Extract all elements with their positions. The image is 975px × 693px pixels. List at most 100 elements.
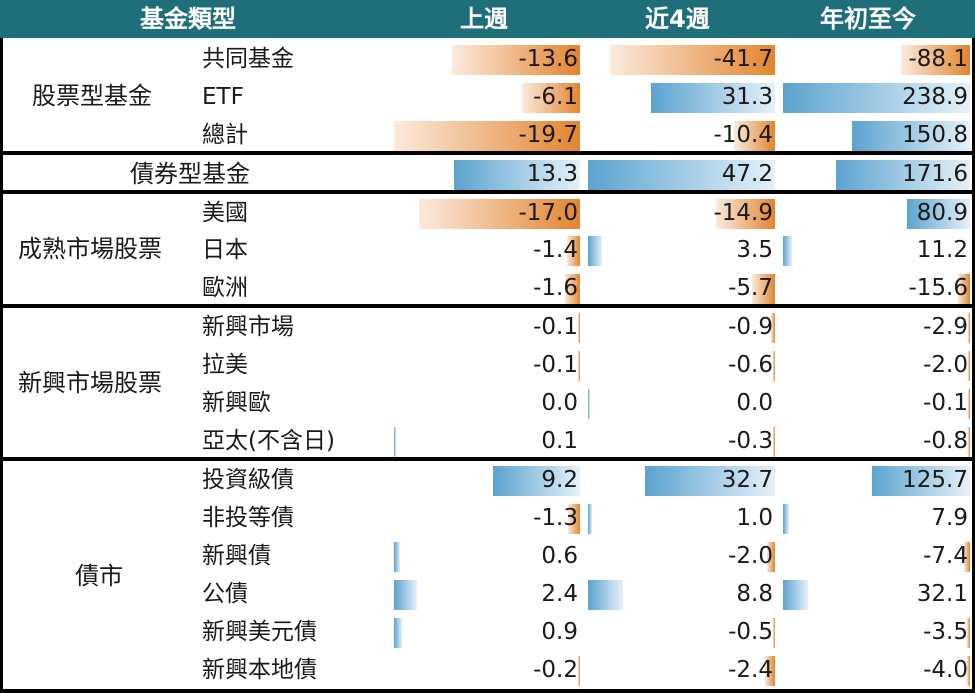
- data-value: 80.9: [916, 200, 968, 226]
- data-value: -0.1: [923, 390, 968, 416]
- data-value: 2.4: [541, 581, 578, 607]
- data-bar: [566, 236, 580, 266]
- row-label: 非投等債: [202, 505, 294, 531]
- data-value: -88.1: [908, 46, 968, 72]
- data-value: 13.3: [526, 161, 578, 187]
- data-bar: [851, 121, 970, 151]
- data-value: -0.9: [728, 314, 773, 340]
- data-bar: [578, 351, 580, 381]
- data-bar: [419, 199, 580, 229]
- data-bar: [783, 580, 809, 610]
- data-bar: [967, 313, 970, 343]
- category-label: 債券型基金: [130, 160, 250, 188]
- data-bar: [765, 656, 775, 686]
- data-value: 32.1: [916, 581, 968, 607]
- data-value: -0.3: [728, 428, 773, 454]
- data-value: 150.8: [902, 122, 968, 148]
- data-bar: [454, 160, 580, 190]
- header-fund-type: 基金類型: [140, 5, 236, 33]
- header-last-week: 上週: [460, 5, 508, 33]
- row-label: 拉美: [202, 352, 248, 378]
- data-bar: [771, 313, 775, 343]
- data-bar: [968, 427, 970, 457]
- table-header: [0, 0, 975, 38]
- row-label: ETF: [202, 84, 244, 110]
- data-bar: [967, 618, 970, 648]
- data-bar: [522, 83, 580, 113]
- data-bar: [588, 236, 602, 266]
- group-separator: [0, 190, 975, 194]
- data-bar: [578, 313, 580, 343]
- table-bottom-border: [0, 689, 975, 693]
- row-label: 歐洲: [202, 275, 248, 301]
- data-bar: [773, 618, 775, 648]
- data-bar: [564, 274, 580, 304]
- data-value: -0.1: [533, 352, 578, 378]
- data-bar: [835, 160, 970, 190]
- row-label: 日本: [202, 237, 248, 263]
- data-bar: [964, 542, 970, 572]
- data-value: -1.6: [533, 275, 578, 301]
- row-label: 共同基金: [202, 46, 294, 72]
- data-value: -41.7: [713, 46, 773, 72]
- row-label: 新興債: [202, 543, 271, 569]
- data-bar: [645, 466, 775, 496]
- data-bar: [772, 351, 775, 381]
- header-last-4-weeks: 近4週: [645, 5, 710, 33]
- category-label: 債市: [75, 562, 123, 590]
- data-value: 11.2: [916, 237, 968, 263]
- data-value: 238.9: [902, 84, 968, 110]
- row-label: 總計: [202, 122, 248, 148]
- data-value: -15.6: [908, 275, 968, 301]
- data-bar: [588, 504, 592, 534]
- row-label: 亞太(不含日): [202, 428, 335, 454]
- data-value: 0.1: [541, 428, 578, 454]
- data-bar: [609, 45, 775, 75]
- data-value: -0.2: [533, 657, 578, 683]
- data-value: -2.0: [923, 352, 968, 378]
- data-bar: [901, 45, 970, 75]
- data-value: -2.9: [923, 314, 968, 340]
- data-value: 171.6: [902, 161, 968, 187]
- data-value: -0.5: [728, 619, 773, 645]
- category-label: 新興市場股票: [18, 368, 162, 397]
- data-value: 7.9: [931, 505, 968, 531]
- data-bar: [578, 656, 580, 686]
- group-separator: [0, 304, 975, 308]
- data-bar: [752, 274, 775, 304]
- data-bar: [906, 199, 970, 229]
- data-bar: [968, 389, 970, 419]
- data-value: 8.8: [736, 581, 773, 607]
- data-value: 31.3: [721, 84, 773, 110]
- data-value: 0.0: [736, 390, 773, 416]
- row-label: 新興本地債: [202, 657, 317, 683]
- row-label: 新興市場: [202, 314, 294, 340]
- data-value: -1.3: [533, 505, 578, 531]
- data-bar: [783, 236, 792, 266]
- data-bar: [966, 656, 970, 686]
- data-value: -13.6: [518, 46, 578, 72]
- data-bar: [493, 466, 580, 496]
- row-label: 美國: [202, 200, 248, 226]
- data-value: -5.7: [728, 275, 773, 301]
- data-bar: [588, 580, 623, 610]
- data-value: 125.7: [902, 467, 968, 493]
- data-bar: [767, 542, 775, 572]
- data-value: -10.4: [713, 122, 773, 148]
- data-value: 47.2: [721, 161, 773, 187]
- data-value: -17.0: [518, 200, 578, 226]
- data-bar: [394, 542, 400, 572]
- row-label: 公債: [202, 581, 248, 607]
- data-value: 0.0: [541, 390, 578, 416]
- data-bar: [588, 160, 775, 190]
- row-label: 投資級債: [202, 467, 294, 493]
- data-bar: [871, 466, 970, 496]
- data-value: -0.6: [728, 352, 773, 378]
- data-bar: [783, 83, 970, 113]
- data-value: -0.8: [923, 428, 968, 454]
- data-value: -14.9: [713, 200, 773, 226]
- data-bar: [394, 427, 396, 457]
- data-value: 0.9: [541, 619, 578, 645]
- data-bar: [773, 427, 775, 457]
- data-bar: [968, 351, 970, 381]
